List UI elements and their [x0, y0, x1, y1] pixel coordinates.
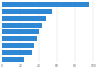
Bar: [2, 43, 34, 48]
Bar: [2, 50, 32, 55]
Bar: [2, 9, 52, 14]
Bar: [2, 36, 37, 41]
Bar: [2, 29, 40, 35]
Bar: [2, 2, 89, 7]
Bar: [2, 16, 46, 21]
Bar: [2, 57, 24, 62]
Bar: [2, 23, 42, 28]
